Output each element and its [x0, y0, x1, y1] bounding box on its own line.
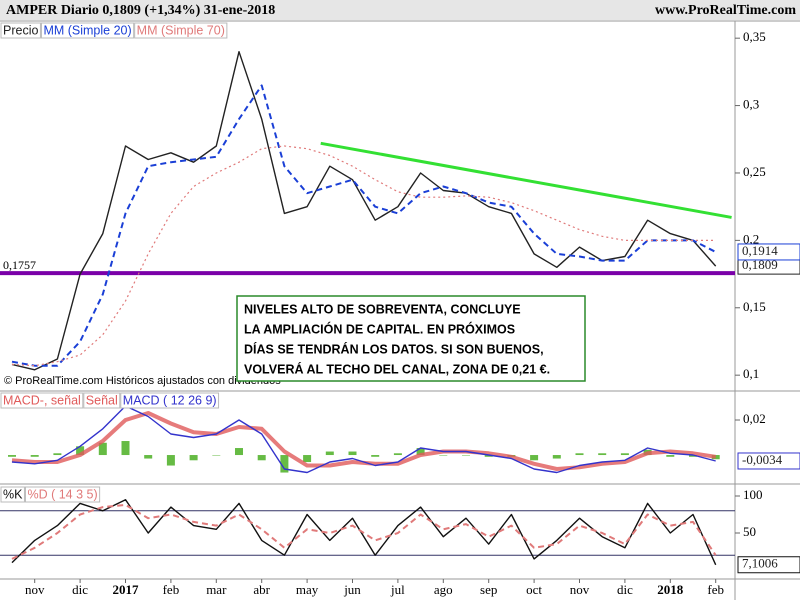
legend-box [0, 22, 41, 39]
histogram-bar [552, 455, 561, 459]
histogram-bar [144, 455, 153, 459]
copyright: © ProRealTime.com Históricos ajustados c… [4, 375, 281, 387]
histogram-bar [280, 455, 289, 473]
histogram-bar [689, 455, 697, 457]
series-line [11, 411, 717, 471]
y-tick-label: 0,15 [743, 299, 766, 314]
y-tick-label: 0,02 [743, 411, 766, 426]
last-value-label: 7,1006 [742, 556, 778, 571]
histogram-bar [189, 455, 198, 461]
histogram-bar [620, 453, 629, 456]
legend-box [134, 22, 228, 39]
last-value-label: 0,1914 [742, 243, 778, 258]
histogram-bar [462, 455, 470, 456]
last-value-box [737, 243, 800, 261]
header-bar [0, 0, 800, 20]
x-tick-label: abr [253, 582, 270, 597]
legend-entry: %K [3, 487, 23, 501]
x-tick-label: ago [434, 582, 453, 597]
x-tick-label: nov [25, 582, 45, 597]
histogram-bar [235, 448, 243, 456]
legend-entry: Señal [86, 393, 118, 407]
x-tick-label: 2017 [113, 582, 140, 597]
legend-box [83, 392, 121, 409]
legend-entry: %D ( 14 3 5) [27, 487, 97, 501]
x-tick-label: sep [480, 582, 497, 597]
series-line [11, 503, 717, 560]
annotation-line: NIVELES ALTO DE SOBREVENTA, CONCLUYE [244, 302, 521, 316]
histogram-bar [598, 453, 607, 456]
histogram-bar [257, 455, 266, 461]
histogram-bar [530, 455, 539, 461]
legend-entry: MM (Simple 20) [43, 23, 131, 37]
y-tick-label: 0,1 [743, 366, 759, 381]
histogram-bar [121, 441, 130, 456]
histogram-bar [416, 448, 425, 456]
header-title: AMPER Diario 0,1809 (+1,34%) 31-ene-2018 [6, 3, 275, 18]
histogram-bar [8, 455, 16, 457]
legend-box [0, 392, 84, 409]
series-line [11, 145, 716, 367]
histogram-bar [212, 455, 221, 456]
x-tick-label: oct [526, 582, 542, 597]
y-tick-label: 0,3 [743, 97, 759, 112]
series-line [11, 84, 717, 367]
y-tick-label: 50 [743, 524, 756, 539]
histogram-bar [53, 453, 62, 456]
legend-box [24, 486, 101, 503]
annotation-line: DÍAS SE TENDRÁN LOS DATOS. SI SON BUENOS… [244, 341, 544, 356]
support-label: 0,1757 [3, 258, 36, 272]
x-tick-label: feb [163, 582, 180, 597]
histogram-bar [439, 455, 448, 456]
histogram-bar [325, 451, 334, 456]
x-tick-label: feb [707, 582, 724, 597]
histogram-bar [303, 455, 312, 463]
histogram-bar [98, 442, 107, 456]
histogram-bar [484, 455, 493, 457]
annotation-line: LA AMPLIACIÓN DE CAPITAL. EN PRÓXIMOS [244, 321, 515, 336]
x-tick-label: jul [390, 582, 405, 597]
legend-box [40, 22, 135, 39]
histogram-bar [76, 446, 85, 456]
y-tick-label: 0,35 [743, 29, 766, 44]
header-site: www.ProRealTime.com [655, 3, 796, 18]
x-tick-label: mar [206, 582, 227, 597]
x-tick-label: dic [72, 582, 88, 597]
x-tick-label: jun [343, 582, 361, 597]
histogram-bar [666, 455, 675, 457]
histogram-bar [711, 455, 720, 460]
last-value-box [737, 556, 800, 574]
legend-box [120, 392, 220, 409]
histogram-bar [393, 453, 402, 456]
annotation-box [236, 295, 586, 382]
x-tick-label: 2018 [657, 582, 684, 597]
histogram-bar [166, 455, 175, 466]
y-tick-label: 0,25 [743, 164, 766, 179]
last-value-label: 0,1809 [742, 257, 778, 272]
x-tick-label: may [296, 582, 319, 597]
series-line [11, 499, 717, 566]
histogram-bar [30, 455, 39, 457]
histogram-bar [348, 451, 357, 456]
legend-box [0, 486, 25, 503]
series-line [11, 51, 717, 371]
y-tick-label: 0,2 [743, 231, 759, 246]
annotation-line: VOLVERÁ AL TECHO DEL CANAL, ZONA DE 0,21… [244, 361, 550, 376]
x-tick-label: nov [570, 582, 590, 597]
histogram-bar [575, 453, 584, 456]
histogram-bar [371, 455, 380, 457]
legend-entry: MACD-, señal [3, 393, 81, 407]
last-value-box [737, 452, 800, 470]
trend-line [320, 141, 732, 219]
legend-entry: MACD ( 12 26 9) [123, 393, 217, 407]
x-tick-label: dic [617, 582, 633, 597]
last-value-label: -0,0034 [742, 452, 783, 467]
legend-entry: Precio [3, 23, 38, 37]
y-tick-label: 100 [743, 487, 763, 502]
legend-entry: MM (Simple 70) [137, 23, 225, 37]
